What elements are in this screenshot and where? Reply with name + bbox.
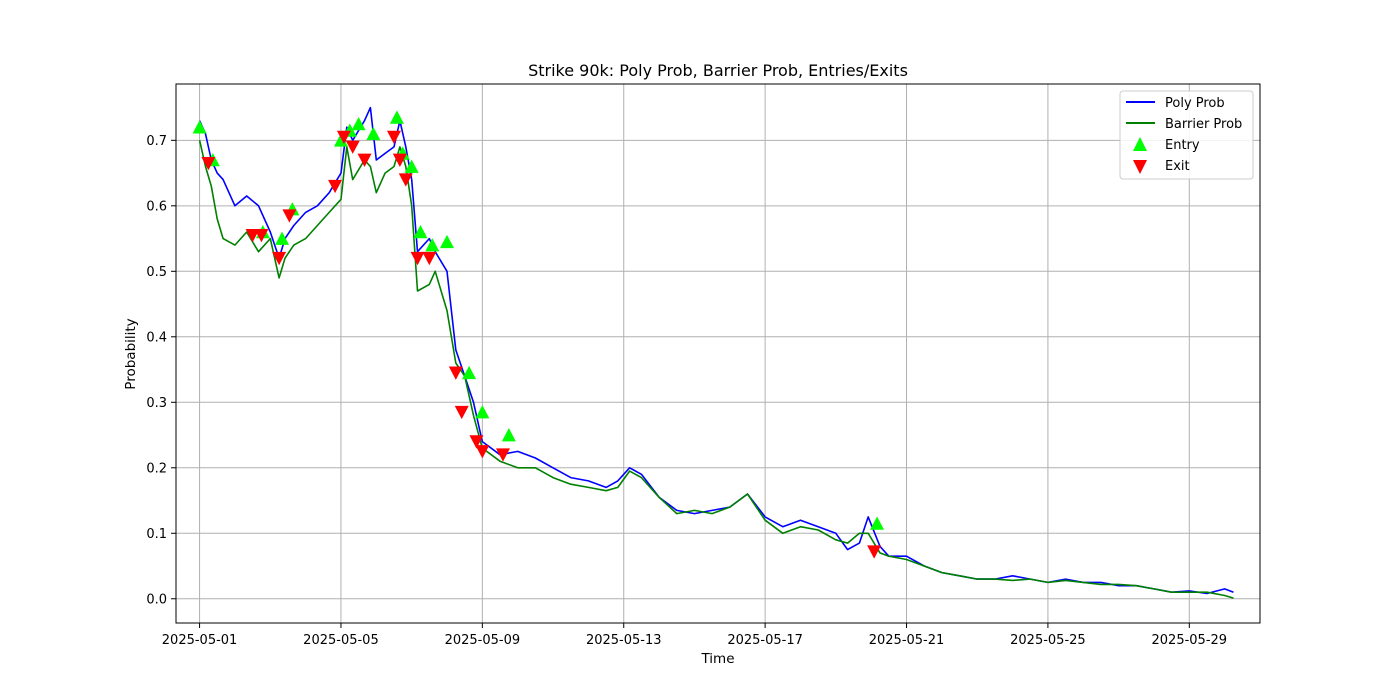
- plot-frame: [175, 83, 1261, 624]
- legend-box: [1119, 90, 1254, 180]
- x-tick-label: 2025-05-25: [1010, 633, 1086, 648]
- legend-label-poly-prob: Poly Prob: [1165, 96, 1225, 111]
- entry-marker: [475, 405, 490, 419]
- legend-label-exit: Exit: [1165, 159, 1190, 174]
- y-tick-label: 0.4: [146, 330, 167, 345]
- exit-marker: [386, 130, 401, 145]
- series-layer: [198, 106, 1234, 599]
- legend-label-entry: Entry: [1165, 138, 1200, 153]
- exit-marker: [475, 445, 490, 459]
- legend: Poly Prob Barrier Prob Entry Exit: [1119, 90, 1254, 180]
- entry-marker: [389, 110, 404, 124]
- entry-marker: [462, 365, 477, 380]
- y-axis-title: Probability: [123, 318, 139, 389]
- exit-marker: [245, 228, 260, 243]
- y-tick-label: 0.2: [146, 461, 167, 476]
- exit-marker: [357, 153, 372, 167]
- entry-marker: [275, 231, 290, 245]
- x-tick-label: 2025-05-13: [586, 633, 662, 648]
- legend-marker-entry: [1133, 137, 1147, 151]
- series-line-poly-prob: [198, 106, 1234, 595]
- legend-label-barrier-prob: Barrier Prob: [1165, 117, 1242, 132]
- y-tick-label: 0.1: [146, 527, 167, 542]
- entry-marker: [192, 120, 207, 134]
- entry-marker: [333, 133, 348, 147]
- exit-marker: [336, 130, 351, 145]
- y-tick-label: 0.3: [146, 396, 167, 411]
- entry-marker: [870, 516, 885, 530]
- x-axis-ticks: 2025-05-01 2025-05-05 2025-05-09 2025-05-13…: [162, 623, 1227, 648]
- x-tick-label: 2025-05-17: [727, 633, 803, 648]
- marker-layer: [192, 110, 885, 559]
- chart-title: Strike 90k: Poly Prob, Barrier Prob, Ent…: [528, 61, 908, 80]
- exit-marker: [422, 251, 437, 266]
- entry-marker: [413, 225, 428, 239]
- y-axis-ticks: 0.0 0.1 0.2 0.3 0.4 0.5 0.6 0.7: [146, 134, 176, 607]
- exit-marker: [272, 251, 287, 266]
- x-tick-label: 2025-05-05: [303, 633, 379, 648]
- exit-marker: [328, 179, 343, 194]
- legend-marker-exit: [1133, 160, 1147, 174]
- x-tick-label: 2025-05-01: [162, 633, 238, 648]
- y-tick-label: 0.7: [146, 134, 167, 149]
- exit-marker: [201, 156, 216, 171]
- y-tick-label: 0.6: [146, 199, 167, 214]
- entry-marker: [351, 116, 366, 131]
- x-tick-label: 2025-05-21: [869, 633, 945, 648]
- exit-marker: [448, 366, 463, 380]
- entry-marker: [501, 428, 516, 442]
- exit-marker: [867, 545, 882, 559]
- entry-marker: [425, 238, 440, 252]
- entry-marker: [366, 126, 381, 141]
- x-axis-title: Time: [700, 651, 734, 667]
- y-tick-label: 0.0: [146, 592, 167, 607]
- exit-marker: [282, 209, 297, 223]
- y-tick-label: 0.5: [146, 265, 167, 280]
- entry-marker: [404, 159, 419, 173]
- exit-marker: [398, 173, 413, 187]
- exit-marker: [495, 448, 510, 462]
- exit-marker: [254, 228, 269, 243]
- exit-marker: [345, 140, 360, 154]
- exit-marker: [454, 405, 469, 420]
- exit-marker: [469, 435, 484, 449]
- x-tick-label: 2025-05-09: [445, 633, 521, 648]
- exit-marker: [410, 251, 425, 266]
- exit-marker: [392, 153, 407, 167]
- grid: [176, 84, 1260, 623]
- series-line-barrier-prob: [198, 140, 1234, 599]
- x-tick-label: 2025-05-29: [1152, 633, 1228, 648]
- entry-marker: [440, 234, 454, 249]
